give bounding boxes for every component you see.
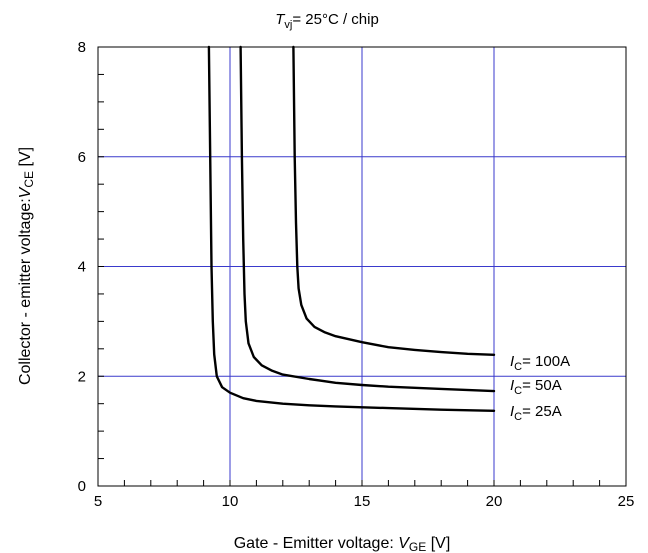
x-tick-label-2: 15 (354, 493, 371, 510)
series-label-rest: = 25A (522, 403, 562, 420)
chart-title-var: T (275, 11, 286, 28)
chart-title-rest: = 25°C / chip (292, 11, 378, 28)
curves (207, 45, 496, 412)
x-axis-label-pre: Gate - Emitter voltage: (234, 535, 399, 552)
x-axis-label-post: [V] (426, 535, 450, 552)
x-tick-label-4: 25 (618, 493, 635, 510)
series-label-sub: C (514, 385, 522, 397)
series-label-rest: = 50A (522, 377, 562, 394)
series-label-var: I (510, 403, 514, 420)
y-tick-label-3: 6 (78, 149, 86, 166)
series-line-2 (292, 45, 496, 356)
x-axis-label-var: V (398, 535, 410, 552)
x-tick-label-0: 5 (94, 493, 102, 510)
series-label-rest: = 100A (522, 353, 570, 370)
x-axis-label-sub: GE (409, 540, 426, 553)
series-label-var: I (510, 353, 514, 370)
x-axis-label: Gate - Emitter voltage: VGE [V] (234, 535, 451, 553)
plot-frame (97, 46, 627, 487)
minor-ticks (98, 73, 601, 486)
y-tick-label-4: 8 (78, 39, 86, 56)
series-label-0: IC= 25A (510, 403, 562, 423)
y-axis-label-post: [V] (17, 147, 34, 171)
y-tick-label-0: 0 (78, 478, 86, 495)
series-label-sub: C (514, 411, 522, 423)
chart-title-sub: vj (284, 19, 292, 31)
chart-title: Tvj= 25°C / chip (275, 11, 379, 31)
y-tick-label-1: 2 (78, 368, 86, 385)
grid (98, 47, 626, 486)
series-label-1: IC= 50A (510, 377, 562, 397)
series-label-sub: C (514, 361, 522, 373)
series-line-0 (207, 45, 496, 412)
y-axis-label-var: V (17, 186, 34, 198)
y-axis-label: Collector - emitter voltage:VCE [V] (17, 147, 36, 385)
y-axis-label-sub: CE (22, 171, 36, 188)
y-axis-label-pre: Collector - emitter voltage: (17, 198, 34, 385)
x-tick-label-3: 20 (486, 493, 503, 510)
series-label-var: I (510, 377, 514, 394)
series-label-2: IC= 100A (510, 353, 570, 373)
series-line-1 (239, 45, 496, 393)
y-tick-labels: 0 2 4 6 8 (78, 39, 86, 495)
y-tick-label-2: 4 (78, 259, 86, 276)
x-tick-labels: 5 10 15 20 25 (94, 493, 635, 510)
x-tick-label-1: 10 (222, 493, 239, 510)
